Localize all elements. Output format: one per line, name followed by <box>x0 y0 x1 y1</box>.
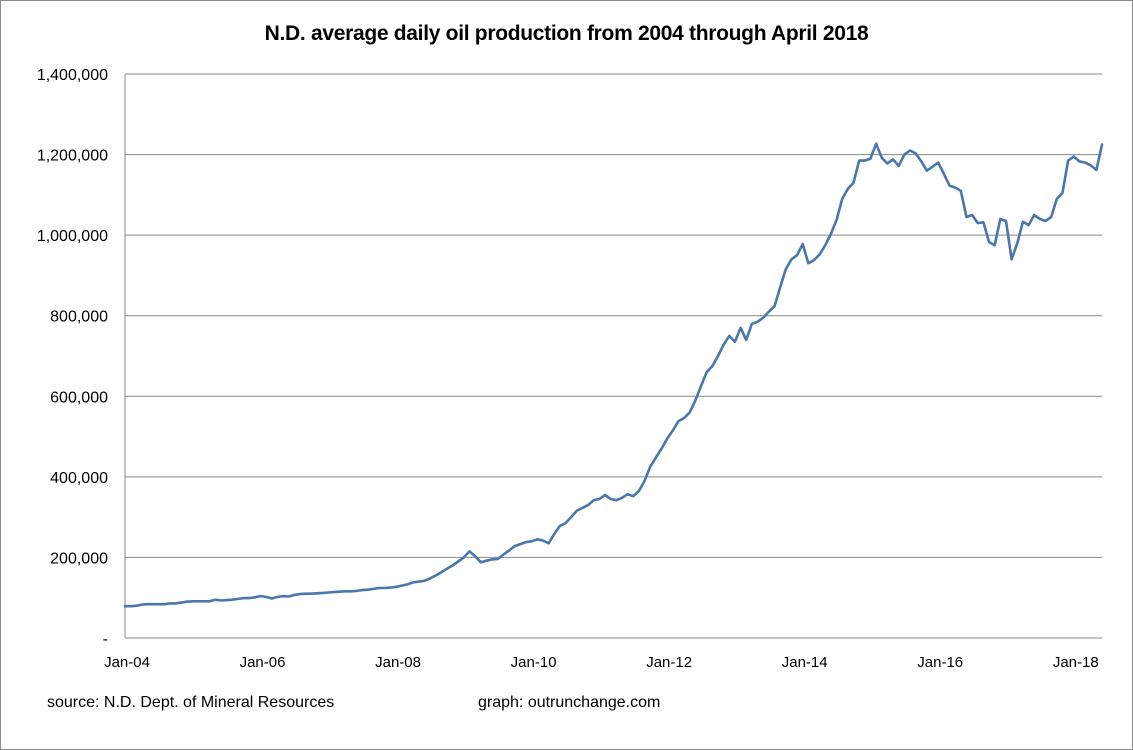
x-tick-label: Jan-04 <box>104 654 150 671</box>
axes <box>124 74 1102 639</box>
chart-title: N.D. average daily oil production from 2… <box>264 22 869 45</box>
y-axis-tick-labels: - 200,000 400,000 600,000 800,000 1,000,000 1,… <box>37 67 108 648</box>
x-tick-label: Jan-12 <box>646 654 692 671</box>
gridlines <box>125 73 1102 558</box>
x-axis-tick-labels: Jan-04 Jan-06 Jan-08 Jan-10 Jan-12 Jan-14 Jan-… <box>104 654 1099 671</box>
y-tick-label: 200,000 <box>50 550 108 567</box>
x-tick-label: Jan-16 <box>917 654 963 671</box>
y-tick-label: - <box>103 631 108 648</box>
x-tick-label: Jan-18 <box>1053 654 1099 671</box>
y-tick-label: 400,000 <box>50 470 108 487</box>
x-tick-label: Jan-14 <box>782 654 828 671</box>
source-annotation: source: N.D. Dept. of Mineral Resources <box>47 694 335 711</box>
credit-annotation: graph: outrunchange.com <box>478 694 661 711</box>
y-tick-label: 1,400,000 <box>37 67 108 84</box>
y-tick-label: 1,200,000 <box>37 148 108 165</box>
x-tick-label: Jan-08 <box>375 654 421 671</box>
y-tick-label: 600,000 <box>50 389 108 406</box>
series-line <box>123 142 1104 608</box>
series-group <box>123 142 1104 608</box>
y-tick-label: 800,000 <box>50 309 108 326</box>
y-tick-label: 1,000,000 <box>37 228 108 245</box>
x-tick-label: Jan-06 <box>240 654 286 671</box>
x-tick-label: Jan-10 <box>511 654 557 671</box>
